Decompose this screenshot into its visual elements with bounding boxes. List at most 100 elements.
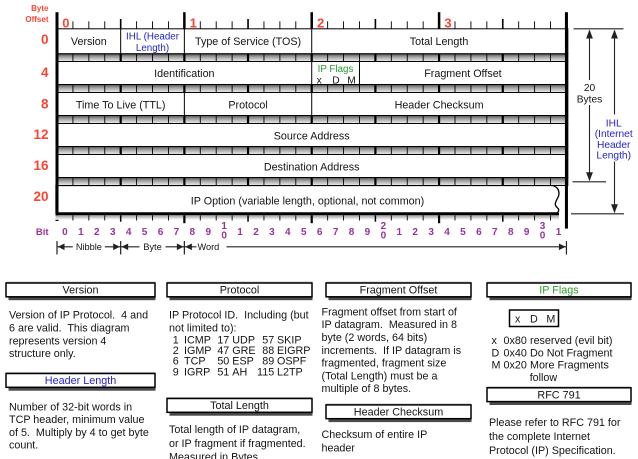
svg-text:0: 0 [62, 15, 69, 30]
svg-text:2: 2 [412, 227, 418, 238]
svg-text:Total length of IP datagram,: Total length of IP datagram, [169, 424, 300, 436]
svg-text:Header Length: Header Length [45, 375, 116, 387]
svg-text:1: 1 [556, 227, 562, 238]
svg-text:0: 0 [41, 32, 49, 47]
svg-text:ICMP: ICMP [184, 334, 211, 346]
svg-text:0x40: 0x40 [504, 347, 527, 359]
svg-text:4: 4 [41, 65, 49, 80]
svg-text:Fragment Offset: Fragment Offset [360, 285, 438, 297]
svg-text:89: 89 [262, 356, 274, 368]
svg-text:(Total Length) must be a: (Total Length) must be a [322, 370, 438, 382]
svg-text:8: 8 [349, 227, 355, 238]
svg-text:0: 0 [381, 231, 387, 242]
svg-text:M: M [546, 313, 555, 325]
svg-text:1: 1 [237, 227, 243, 238]
svg-text:TCP header, minimum value: TCP header, minimum value [9, 414, 144, 426]
svg-text:Offset: Offset [25, 15, 48, 24]
svg-text:increments. If IP datagram is: increments. If IP datagram is [322, 345, 462, 357]
svg-text:7: 7 [333, 227, 339, 238]
svg-text:Measured in Bytes.: Measured in Bytes. [169, 452, 261, 459]
svg-text:6: 6 [158, 227, 164, 238]
svg-text:structure only.: structure only. [9, 348, 76, 360]
svg-text:5: 5 [460, 227, 466, 238]
svg-text:of 5. Multiply by 4 to get by: of 5. Multiply by 4 to get byte [9, 427, 149, 439]
svg-text:Header Checksum: Header Checksum [395, 100, 484, 112]
svg-text:20: 20 [33, 189, 48, 204]
svg-text:0: 0 [221, 231, 227, 242]
svg-text:Checksum of entire IP: Checksum of entire IP [322, 429, 428, 441]
svg-text:2: 2 [317, 15, 324, 30]
svg-text:5: 5 [301, 227, 307, 238]
svg-text:SKIP: SKIP [277, 334, 302, 346]
svg-text:3: 3 [540, 221, 546, 232]
svg-text:0: 0 [540, 231, 546, 242]
svg-text:2: 2 [253, 227, 259, 238]
svg-text:More Fragments: More Fragments [530, 360, 609, 372]
svg-text:Fragment offset from start of: Fragment offset from start of [322, 306, 457, 318]
svg-text:16: 16 [33, 158, 49, 173]
svg-text:Please refer to RFC 791 for: Please refer to RFC 791 for [489, 417, 621, 429]
svg-text:2: 2 [173, 345, 179, 357]
svg-text:Protocol: Protocol [228, 100, 267, 112]
svg-text:IP Protocol ID. Including (bu: IP Protocol ID. Including (but [169, 310, 309, 322]
svg-text:8: 8 [508, 227, 514, 238]
svg-text:1: 1 [396, 227, 402, 238]
svg-text:1: 1 [190, 15, 197, 30]
svg-text:RFC 791: RFC 791 [537, 390, 580, 402]
svg-text:D: D [492, 347, 500, 359]
svg-text:Destination Address: Destination Address [264, 161, 360, 173]
svg-text:6: 6 [173, 356, 179, 368]
svg-text:Protocol (IP) Specification.: Protocol (IP) Specification. [489, 445, 616, 457]
svg-text:IHL (Header: IHL (Header [126, 31, 180, 42]
svg-text:Length): Length) [136, 43, 169, 54]
svg-text:byte (2 words, 64 bits): byte (2 words, 64 bits) [322, 332, 428, 344]
svg-text:9: 9 [524, 227, 530, 238]
svg-text:115: 115 [257, 366, 274, 378]
svg-text:2: 2 [94, 227, 100, 238]
svg-text:Bytes: Bytes [577, 95, 602, 106]
svg-text:20: 20 [584, 83, 596, 94]
svg-text:50: 50 [217, 356, 229, 368]
svg-text:0: 0 [62, 227, 68, 238]
svg-text:(Internet: (Internet [595, 129, 633, 140]
svg-text:8: 8 [41, 96, 49, 111]
svg-text:D: D [332, 75, 339, 86]
svg-text:IP Option (variable length, op: IP Option (variable length, optional, no… [191, 195, 424, 207]
svg-text:3: 3 [428, 227, 434, 238]
svg-text:or IP fragment if fragmented.: or IP fragment if fragmented. [169, 438, 306, 450]
svg-text:7: 7 [174, 227, 180, 238]
svg-text:x: x [492, 335, 498, 347]
svg-text:Protocol: Protocol [220, 285, 260, 297]
svg-text:represents version 4: represents version 4 [9, 335, 106, 347]
svg-text:TCP: TCP [184, 356, 206, 368]
svg-text:AH: AH [232, 366, 247, 378]
svg-text:follow: follow [530, 372, 558, 384]
svg-text:L2TP: L2TP [277, 366, 303, 378]
svg-text:88: 88 [262, 345, 274, 357]
svg-text:D: D [530, 313, 538, 325]
svg-text:Byte: Byte [143, 242, 161, 252]
svg-text:reserved (evil bit): reserved (evil bit) [530, 335, 612, 347]
svg-text:1: 1 [78, 227, 84, 238]
svg-text:x: x [515, 313, 521, 325]
svg-text:IGRP: IGRP [184, 366, 210, 378]
svg-text:4: 4 [285, 227, 291, 238]
svg-text:M: M [492, 360, 501, 372]
svg-text:OSPF: OSPF [277, 356, 307, 368]
svg-text:47: 47 [217, 345, 229, 357]
svg-text:Bit: Bit [36, 227, 50, 238]
svg-text:0x80: 0x80 [504, 335, 527, 347]
svg-text:Fragment Offset: Fragment Offset [424, 68, 501, 80]
svg-text:Word: Word [198, 242, 220, 252]
svg-text:6: 6 [476, 227, 482, 238]
svg-text:Number of 32-bit words in: Number of 32-bit words in [9, 401, 132, 413]
svg-text:1: 1 [173, 334, 179, 346]
svg-text:1: 1 [221, 221, 227, 232]
svg-text:M: M [347, 75, 356, 86]
svg-text:EIGRP: EIGRP [277, 345, 310, 357]
svg-text:8: 8 [190, 227, 196, 238]
svg-text:Length): Length) [596, 151, 631, 162]
svg-text:9: 9 [205, 227, 211, 238]
svg-text:Type of Service (TOS): Type of Service (TOS) [195, 36, 301, 48]
svg-text:9: 9 [173, 366, 179, 378]
